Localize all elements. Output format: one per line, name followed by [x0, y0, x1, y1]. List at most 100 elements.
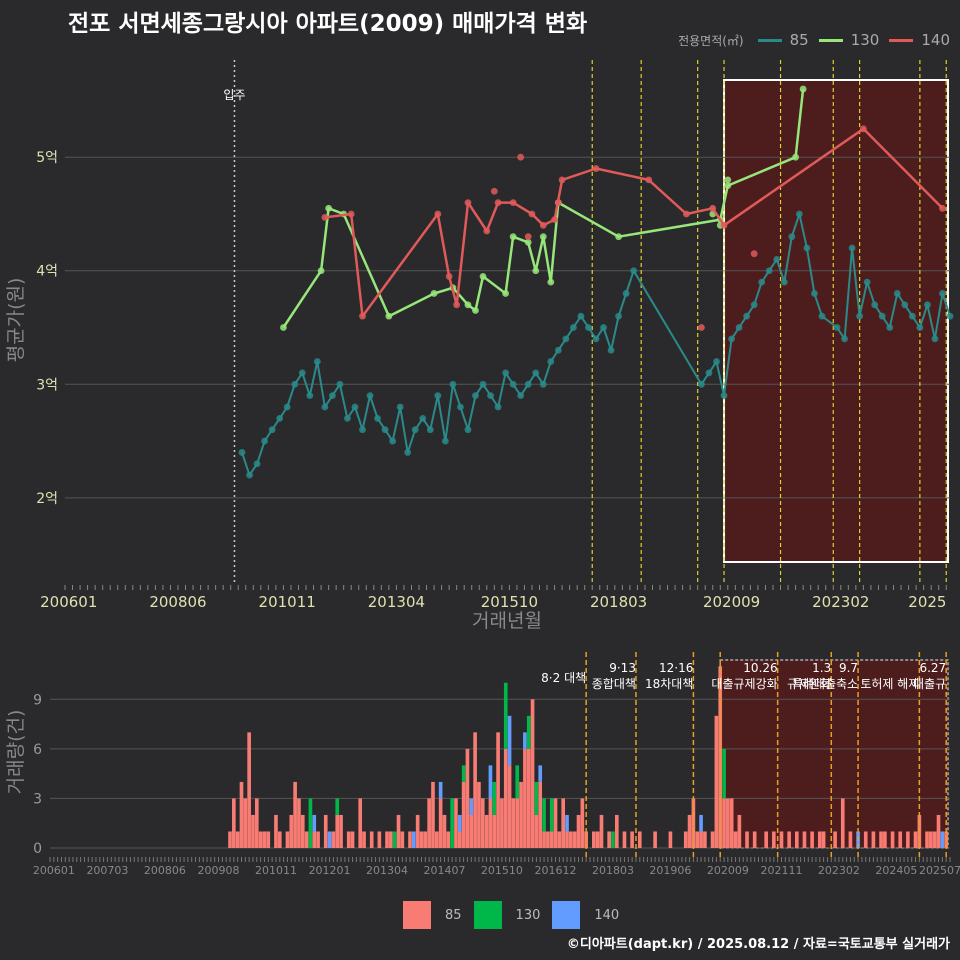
bar-85	[833, 831, 837, 848]
bar-85	[932, 831, 937, 848]
bar-85	[228, 831, 232, 848]
bar-85	[565, 831, 569, 848]
data-point-85	[833, 324, 841, 331]
bar-85	[745, 831, 749, 848]
scatter-point-130	[724, 176, 732, 184]
bar-85	[434, 831, 439, 848]
bar-85	[569, 831, 573, 848]
data-point-85	[336, 380, 344, 388]
bar-85	[251, 814, 255, 848]
bar-x-tick-label: 200908	[198, 864, 240, 877]
y-tick-label: 2억	[36, 491, 58, 507]
bar-85	[584, 831, 588, 848]
bar-85	[254, 798, 259, 848]
bar-85	[787, 831, 791, 848]
bar-130	[461, 765, 466, 782]
bar-85	[415, 814, 420, 848]
bar-85	[906, 831, 910, 848]
data-point-85	[728, 335, 735, 343]
bar-85	[377, 831, 382, 848]
bar-x-tick-label: 200601	[33, 864, 75, 877]
bar-85	[848, 831, 853, 848]
bar-85	[362, 831, 366, 848]
data-point-130	[524, 238, 532, 246]
bar-140	[488, 765, 493, 799]
legend-item-85: 85	[757, 31, 809, 49]
data-point-85	[276, 414, 284, 422]
data-point-130	[317, 267, 325, 275]
bar-85	[358, 798, 363, 848]
bar-85	[258, 831, 263, 848]
policy-annotation: 9·13	[609, 661, 636, 675]
bar-85	[710, 831, 715, 848]
data-point-85	[366, 392, 374, 400]
bar-140	[523, 732, 527, 749]
data-point-85	[848, 244, 856, 252]
bar-140	[312, 814, 317, 832]
policy-annotation: 대출규	[913, 677, 946, 691]
bar-130	[722, 748, 726, 799]
data-point-140	[720, 221, 728, 229]
data-point-85	[268, 426, 276, 434]
data-point-85	[374, 414, 381, 422]
data-point-85	[487, 392, 494, 400]
bar-130	[534, 781, 539, 815]
policy-annotation: 10.26	[743, 661, 777, 675]
bar-85	[695, 831, 700, 848]
bar-legend-swatch-130	[473, 901, 502, 929]
bar-85	[523, 748, 527, 848]
data-point-85	[698, 380, 705, 388]
bar-85	[703, 831, 707, 848]
bar-y-tick-label: 9	[33, 692, 42, 708]
bar-85	[277, 831, 282, 848]
data-point-85	[622, 290, 630, 297]
bar-85	[726, 798, 730, 848]
data-point-140	[551, 216, 558, 224]
bar-85	[243, 798, 248, 848]
data-point-85	[283, 403, 291, 411]
policy-annotation: 토허제 해제	[860, 677, 919, 691]
bar-85	[454, 798, 458, 848]
bar-140	[538, 765, 543, 782]
data-point-85	[441, 437, 449, 445]
bar-legend-140: 140	[552, 901, 619, 929]
bar-85	[733, 831, 738, 848]
data-point-85	[472, 392, 479, 400]
y-tick-label: 5억	[36, 150, 58, 166]
bottom-legend: 85 130 140	[403, 901, 631, 929]
data-point-85	[795, 210, 803, 218]
bar-85	[561, 798, 566, 848]
bar-85	[622, 831, 627, 848]
legend-item-140: 140	[889, 31, 950, 49]
bar-85	[232, 798, 236, 848]
data-point-130	[792, 153, 799, 161]
bar-x-tick-label: 201304	[366, 864, 408, 877]
data-point-140	[528, 210, 536, 218]
data-point-85	[600, 324, 607, 331]
x-tick-label: 201803	[590, 593, 647, 611]
data-point-130	[464, 301, 472, 309]
bar-85	[764, 831, 768, 848]
policy-annotation: 특례대출축소	[792, 677, 858, 691]
bar-140	[940, 831, 945, 848]
bar-85	[821, 831, 826, 848]
bar-85	[297, 798, 301, 848]
data-point-130	[539, 233, 547, 241]
bar-85	[863, 831, 868, 848]
bar-85	[385, 831, 389, 848]
bar-140	[438, 781, 443, 799]
bar-85	[492, 814, 497, 848]
data-point-85	[253, 460, 261, 468]
data-point-130	[509, 233, 517, 241]
bar-85	[925, 831, 929, 848]
bar-130	[611, 831, 615, 848]
x-tick-label: 200601	[40, 593, 97, 611]
bar-85	[794, 831, 799, 848]
bar-x-tick-label: 201612	[535, 864, 577, 877]
x-tick-label: 202009	[703, 593, 760, 611]
data-point-140	[347, 210, 355, 218]
policy-annotation: 12·16	[659, 661, 693, 675]
scatter-point-140	[490, 187, 498, 195]
bar-85	[369, 831, 374, 848]
data-point-85	[735, 324, 743, 331]
